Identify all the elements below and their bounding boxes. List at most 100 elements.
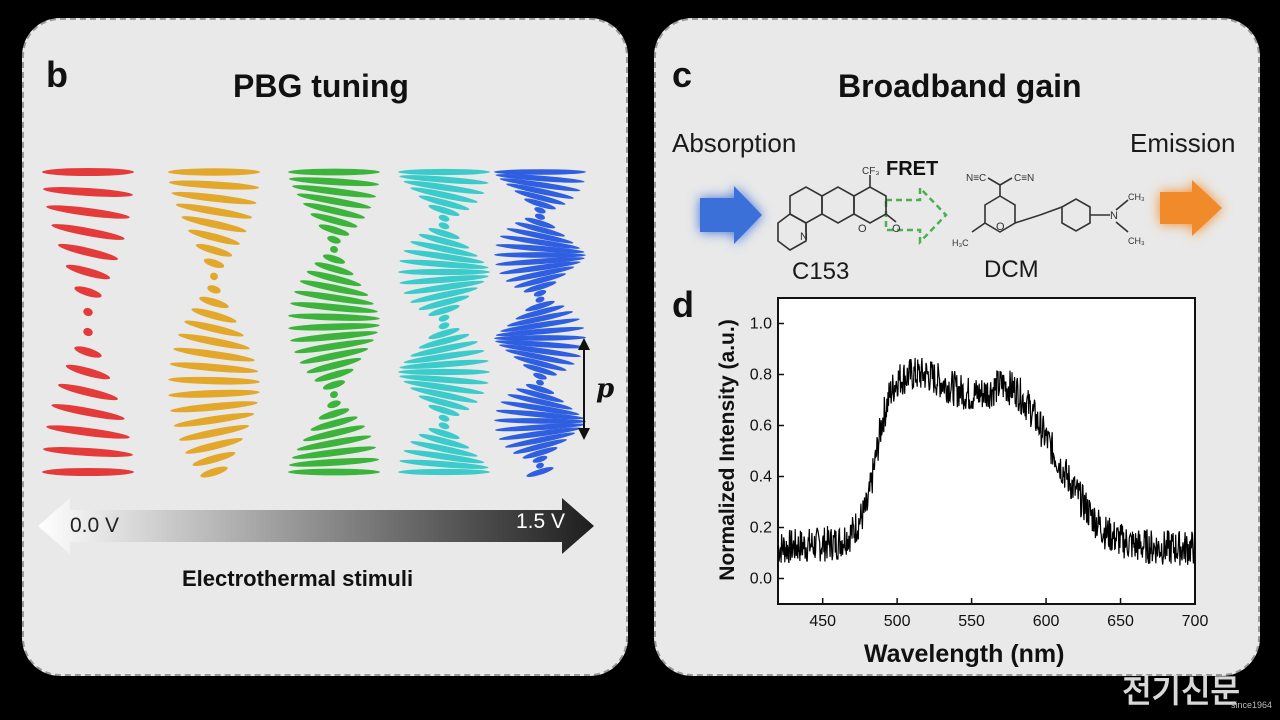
helix-mesogen [418,395,470,411]
cholesteric-helices [42,168,586,478]
helix-mesogen [327,235,341,244]
helix-mesogen [398,468,490,476]
cf3-group: CF₃ [862,166,879,177]
watermark-since: since1964 [1230,700,1272,710]
helix-mesogen [410,341,478,357]
helix-mesogen [514,273,566,288]
helix-mesogen [207,285,221,294]
helix-mesogen [46,425,130,439]
helix-mesogen [299,348,369,364]
helix-mesogen [536,379,544,386]
carbonyl-o: O [892,223,901,235]
helix-mesogen [288,323,380,331]
x-tick-label: 450 [809,613,836,630]
nitrile-right: C≡N [1014,173,1034,184]
helix-mesogen [203,258,225,269]
helix-mesogen [181,216,247,233]
y-tick-label: 0.2 [750,520,772,537]
panel-c-title: Broadband gain [838,68,1082,104]
helix-mesogen [513,439,567,454]
helix-mesogen [310,213,358,228]
emission-spectrum-chart: 450 500 550 600 650 700 0.0 0.2 0.4 0.6 0.8 1.0 [750,297,1209,630]
helix-mesogen [506,183,574,199]
helix-mesogen [438,414,450,422]
helix-mesogen [65,264,111,280]
helix-mesogen [524,217,556,229]
stimulus-label: Electrothermal stimuli [182,566,414,591]
helix-mesogen [505,349,575,365]
helix-mesogen [318,408,350,420]
helix-mesogen [306,357,362,374]
helix-mesogen [403,280,485,295]
helix-mesogen [168,376,260,385]
helix-mesogen [533,372,547,380]
helix-mesogen [534,213,546,220]
dcm-n: N [1110,210,1118,222]
helix-mesogen [42,468,134,476]
helix-mesogen [51,224,125,240]
helix-mesogen [525,300,555,312]
helix-mesogen [399,375,489,385]
helix-mesogen [171,191,257,205]
helix-mesogen [168,389,260,398]
x-tick-label: 600 [1033,613,1060,630]
helix-mesogen [506,228,574,244]
helix-mesogen [438,322,450,330]
helix-mesogen [330,391,338,399]
helix-mesogen [495,340,585,349]
helix-mesogen [507,311,573,327]
helix-mesogen [58,383,118,401]
helix-mesogen [292,185,376,198]
helix-mesogen [499,261,581,275]
helix-mesogen [495,423,585,432]
x-axis-label: Wavelength (nm) [864,640,1065,668]
helix-mesogen [523,281,557,293]
helix-mesogen [43,187,133,197]
y-axis-label: Normalized Intensity (a.u.) [716,319,739,581]
helix-mesogen [314,368,354,382]
helix-mesogen [498,427,582,440]
helix-mesogen [398,368,490,376]
helix-mesogen [74,286,102,298]
helix-mesogen [294,290,374,305]
helix-mesogen [494,418,586,424]
helix-mesogen [289,457,379,467]
helix-mesogen [515,305,565,320]
helix-mesogen [191,308,237,323]
dcm-molecule-icon [971,177,1129,233]
methyl-1: CH₃ [1128,192,1145,202]
helix-mesogen [533,289,547,297]
helix-mesogen [500,318,580,332]
methyl-3: H₃C [952,238,969,248]
helix-mesogen [514,190,566,205]
helix-mesogen [296,193,372,209]
helix-mesogen [322,254,346,264]
helix-mesogen [410,387,478,403]
helix-mesogen [418,195,470,211]
helix-mesogen [327,400,341,409]
helix-mesogen [428,404,460,417]
helix-mesogen [195,243,233,257]
helix-mesogen [524,198,556,210]
donor-label: C153 [792,258,850,285]
helix-mesogen [169,362,259,373]
helix-mesogen [438,314,450,322]
helix-mesogen [438,214,450,222]
helix-mesogen [210,272,218,281]
helix-mesogen [418,333,470,349]
helix-mesogen [438,222,450,230]
helix-mesogen [188,229,240,245]
helix-mesogen [499,178,581,192]
ring-n: N [800,231,808,243]
helix-mesogen [403,180,485,195]
helix-mesogen [290,302,378,313]
x-tick-label: 700 [1182,613,1209,630]
helix-mesogen [495,174,585,183]
helix-mesogen [294,339,374,354]
panel-b-title: PBG tuning [233,68,409,104]
helix-mesogen [168,180,260,190]
y-tick-label: 0.0 [750,571,772,588]
helix-mesogen [398,268,490,276]
helix-mesogen [410,441,478,457]
x-tick-label: 500 [884,613,911,630]
